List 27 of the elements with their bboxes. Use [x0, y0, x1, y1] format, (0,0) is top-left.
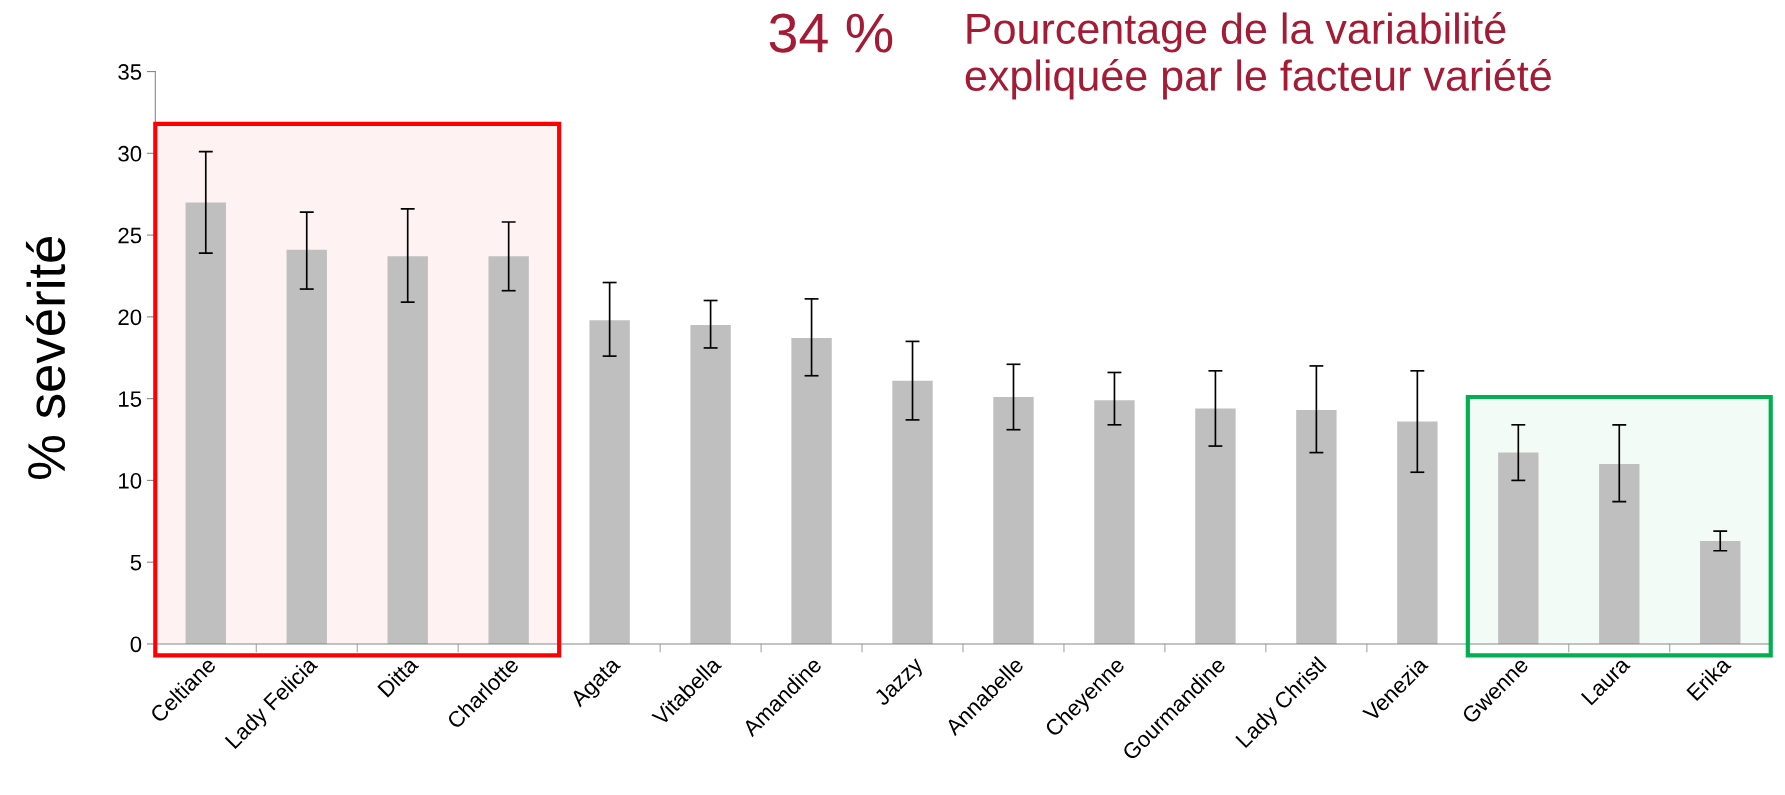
- y-tick-label: 10: [119, 472, 142, 489]
- bar: [993, 397, 1034, 644]
- y-axis-title: % sevérité: [25, 236, 66, 480]
- y-tick-label: 20: [118, 309, 142, 326]
- y-tick-label: 15: [119, 391, 142, 407]
- bar: [1599, 464, 1640, 644]
- bar: [185, 202, 226, 644]
- annotation: Pourcentage de la variabilité expliquée par le facteur variété: [965, 11, 1551, 100]
- bar: [690, 325, 731, 644]
- bar: [1296, 410, 1337, 644]
- bar: [1397, 421, 1438, 644]
- bar: [589, 320, 630, 644]
- bar: [791, 338, 832, 644]
- y-tick-label: 5: [130, 554, 142, 571]
- bar: [387, 256, 428, 644]
- bar: [1700, 540, 1741, 644]
- text: 34 %: [769, 13, 893, 53]
- bar: [1498, 452, 1539, 644]
- y-tick-label: 0: [130, 636, 142, 653]
- y-tick-label: 25: [118, 227, 142, 244]
- y-tick-label: 30: [118, 145, 142, 162]
- bar: [1195, 408, 1236, 644]
- y-tick-label: 35: [118, 64, 142, 80]
- bar: [892, 380, 933, 644]
- bar: [488, 256, 529, 644]
- bar: [286, 249, 327, 644]
- bar: [1094, 400, 1135, 644]
